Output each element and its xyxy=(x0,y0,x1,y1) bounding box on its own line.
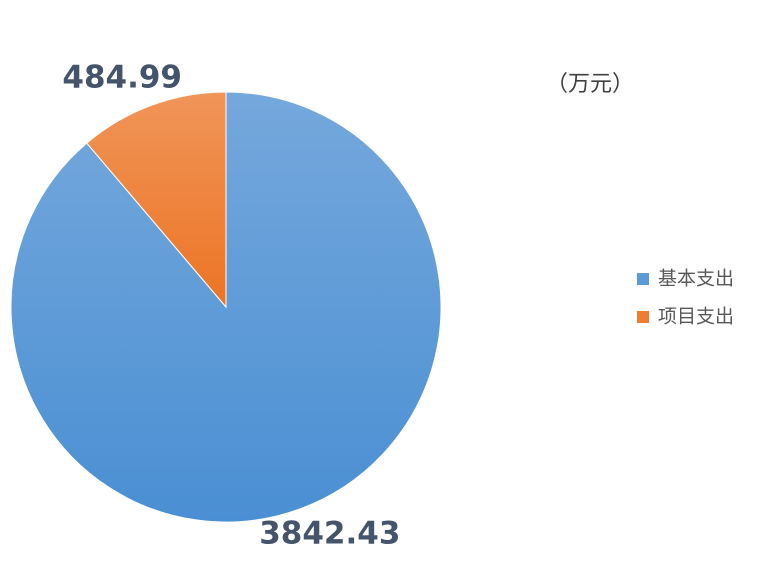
pie-slice xyxy=(86,91,227,309)
chart-title: （万元） xyxy=(546,72,634,97)
legend-label: 基本支出 xyxy=(658,268,734,290)
legend-swatch xyxy=(637,273,649,285)
legend-label: 项目支出 xyxy=(658,306,734,328)
value-label: 484.99 xyxy=(62,59,182,95)
value-label: 3842.43 xyxy=(259,516,400,552)
legend-swatch xyxy=(637,311,649,323)
